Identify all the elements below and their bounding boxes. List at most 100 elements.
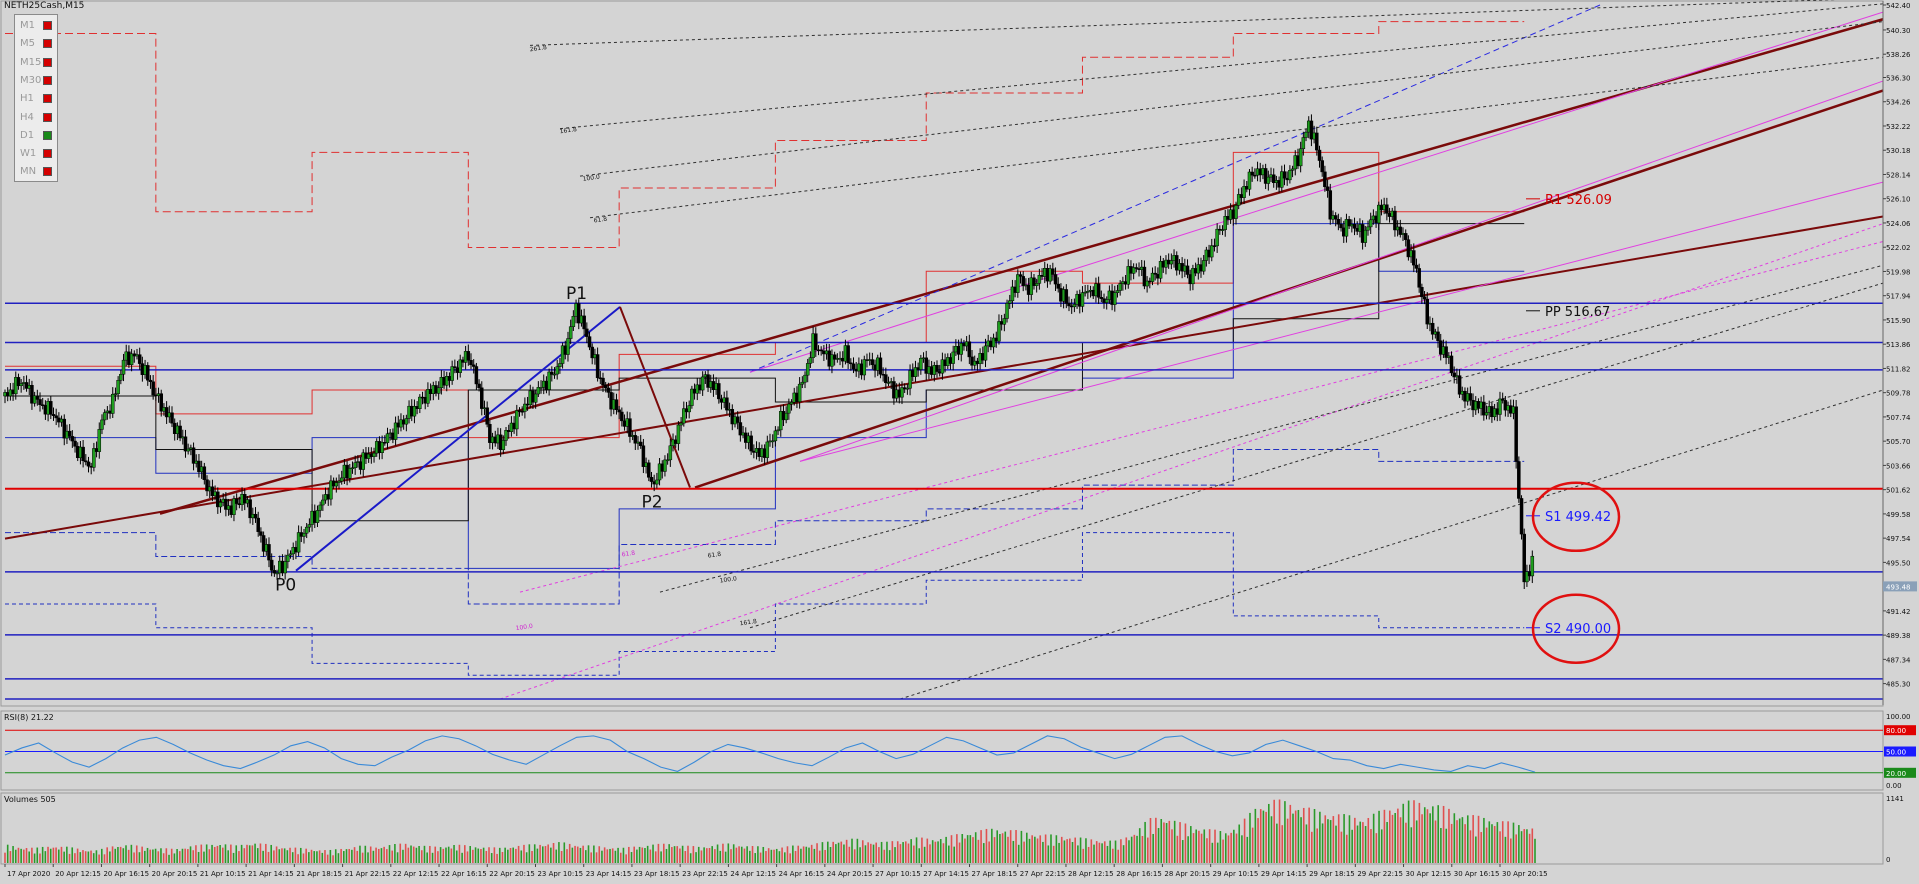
candle-body (1169, 260, 1174, 265)
candle-body (426, 389, 430, 404)
candle-body (1032, 277, 1036, 286)
candle-body (1328, 190, 1333, 220)
candle-body (846, 345, 850, 364)
trend-line (519, 241, 1884, 593)
rsi-tick-label: 0.00 (1886, 782, 1902, 790)
timeframe-m15[interactable]: M15 (15, 54, 59, 73)
candle-body (1051, 268, 1055, 275)
timeframe-status-box (43, 149, 52, 159)
candle-body (49, 401, 53, 415)
candle-body (908, 370, 912, 389)
candle-body (983, 345, 988, 361)
time-tick-label: 28 Apr 16:15 (1116, 870, 1162, 878)
candle-body (935, 365, 939, 372)
candle-body (851, 363, 856, 370)
candle-body (92, 448, 96, 468)
trend-line (899, 389, 1884, 700)
time-tick-label: 21 Apr 18:15 (296, 870, 342, 878)
timeframe-d1[interactable]: D1 (15, 127, 59, 146)
candle-body (1185, 265, 1190, 275)
candle-body (1266, 176, 1271, 184)
timeframe-label: M30 (20, 74, 42, 86)
candle-body (1215, 228, 1219, 247)
candle-body (450, 366, 454, 381)
candle-body (466, 351, 471, 361)
candle-body (1096, 283, 1101, 298)
price-tick-label: 495.50 (1886, 559, 1911, 567)
timeframe-label: W1 (20, 148, 37, 160)
trend-line (159, 18, 1884, 515)
time-tick-label: 30 Apr 16:15 (1454, 870, 1500, 878)
candle-body (151, 381, 155, 396)
candle-body (302, 532, 306, 537)
candle-body (749, 435, 753, 452)
candle-body (1053, 274, 1058, 285)
candle-body (19, 383, 23, 387)
current-price-marker (1883, 581, 1917, 592)
candle-body (1320, 160, 1324, 173)
candle-body (350, 467, 355, 470)
trend-line (799, 181, 1884, 462)
timeframe-label: H1 (20, 93, 34, 105)
timeframe-status-box (43, 167, 52, 177)
candle-body (1366, 226, 1370, 231)
time-tick-label: 28 Apr 12:15 (1068, 870, 1114, 878)
symbol-label: NETH25Cash,M15 (4, 1, 85, 11)
candle-body (1048, 268, 1052, 282)
candle-body (1363, 229, 1368, 243)
price-tick-label: 532.22 (1886, 123, 1911, 131)
candle-body (814, 333, 818, 351)
volume-tick-label: 0 (1886, 856, 1890, 864)
time-tick-label: 23 Apr 22:15 (682, 870, 728, 878)
candle-body (1005, 303, 1009, 319)
candle-body (1236, 194, 1241, 206)
timeframe-m1[interactable]: M1 (15, 17, 59, 36)
candle-body (1242, 186, 1246, 198)
candle-body (1288, 170, 1292, 181)
price-tick-label: 485.30 (1886, 681, 1911, 689)
price-tick-label: 497.54 (1886, 535, 1911, 543)
timeframe-h1[interactable]: H1 (15, 90, 59, 109)
price-tick-label: 538.26 (1886, 51, 1911, 59)
candle-body (571, 316, 576, 327)
rsi-level-marker (1884, 746, 1916, 757)
price-tick-label: 517.94 (1886, 293, 1911, 301)
timeframe-label: M1 (20, 20, 35, 31)
pivot-step-line (5, 151, 1525, 439)
candle-body (1191, 268, 1195, 285)
candle-body (547, 371, 551, 390)
candle-body (776, 429, 780, 432)
timeframe-h4[interactable]: H4 (15, 109, 59, 128)
candle-body (566, 338, 570, 355)
time-tick-label: 27 Apr 22:15 (1020, 870, 1066, 878)
candle-body (940, 359, 945, 374)
candle-body (361, 452, 366, 470)
timeframe-mn[interactable]: MN (15, 163, 59, 182)
candle-body (1010, 286, 1015, 302)
candle-body (488, 424, 492, 443)
trend-line (749, 4, 1601, 373)
candle-body (1412, 250, 1416, 266)
candle-body (924, 357, 928, 374)
candle-body (159, 393, 163, 412)
candle-body (665, 459, 670, 462)
candle-body (1220, 229, 1225, 231)
candle-body (218, 502, 223, 508)
candle-body (614, 399, 619, 411)
timeframe-m30[interactable]: M30 (15, 72, 59, 91)
time-tick-label: 29 Apr 14:15 (1261, 870, 1307, 878)
time-tick-label: 30 Apr 20:15 (1502, 870, 1548, 878)
candle-body (641, 445, 646, 467)
timeframe-m5[interactable]: M5 (15, 35, 59, 54)
candle-body (501, 440, 506, 450)
time-tick-label: 21 Apr 10:15 (200, 870, 246, 878)
candle-body (210, 486, 215, 497)
candle-body (38, 399, 42, 405)
candle-body (1325, 186, 1330, 191)
fibo-label: 61.8 (621, 550, 635, 559)
timeframe-w1[interactable]: W1 (15, 145, 59, 164)
rsi-panel: RSI(8) 21.22 80.00 50.00 20.00 100.00 0.00 (0, 710, 1916, 791)
candle-body (725, 397, 729, 411)
